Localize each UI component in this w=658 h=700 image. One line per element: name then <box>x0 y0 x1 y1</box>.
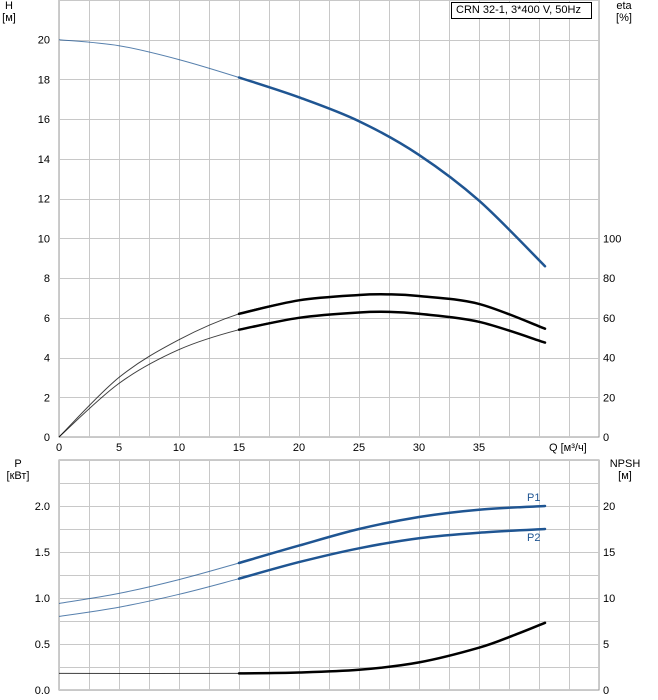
h-tick-label: 4 <box>44 353 50 365</box>
series-label-p1: P1 <box>527 492 540 504</box>
q-tick-label: 25 <box>353 442 365 454</box>
q-axis-label: Q [м³/ч] <box>549 442 587 454</box>
npsh-tick-label: 10 <box>603 593 615 605</box>
eta-tick-label: 60 <box>603 313 615 325</box>
p-tick-label: 0.5 <box>35 639 50 651</box>
eta-tick-label: 100 <box>603 233 621 245</box>
series-label-p2: P2 <box>527 532 540 544</box>
npsh-axis-label: NPSH [м] <box>603 458 647 482</box>
h-tick-label: 18 <box>38 74 50 86</box>
p-tick-label: 1.5 <box>35 547 50 559</box>
chart-title: CRN 32-1, 3*400 V, 50Hz <box>451 2 592 19</box>
q-tick-label: 10 <box>173 442 185 454</box>
q-tick-label: 5 <box>116 442 122 454</box>
h-tick-label: 16 <box>38 114 50 126</box>
npsh-tick-label: 0 <box>603 685 609 697</box>
h-tick-label: 2 <box>44 392 50 404</box>
q-tick-label: 20 <box>293 442 305 454</box>
q-tick-label: 30 <box>413 442 425 454</box>
npsh-tick-label: 15 <box>603 547 615 559</box>
q-tick-label: 35 <box>473 442 485 454</box>
eta-tick-label: 0 <box>603 432 609 444</box>
h-tick-label: 10 <box>38 233 50 245</box>
h-tick-label: 0 <box>44 432 50 444</box>
h-tick-label: 14 <box>38 154 50 166</box>
h-tick-label: 8 <box>44 273 50 285</box>
npsh-tick-label: 5 <box>603 639 609 651</box>
q-tick-label: 15 <box>233 442 245 454</box>
eta-axis-label: eta [%] <box>607 0 641 24</box>
p-axis-label: P [кВт] <box>0 458 38 482</box>
eta-tick-label: 80 <box>603 273 615 285</box>
eta-tick-label: 40 <box>603 353 615 365</box>
h-axis-label: H [м] <box>0 0 20 24</box>
p-tick-label: 1.0 <box>35 593 50 605</box>
q-tick-label: 0 <box>56 442 62 454</box>
p-tick-label: 2.0 <box>35 501 50 513</box>
p-tick-label: 0.0 <box>35 685 50 697</box>
h-tick-label: 20 <box>38 35 50 47</box>
h-tick-label: 6 <box>44 313 50 325</box>
h-tick-label: 12 <box>38 194 50 206</box>
npsh-tick-label: 20 <box>603 501 615 513</box>
eta-tick-label: 20 <box>603 392 615 404</box>
